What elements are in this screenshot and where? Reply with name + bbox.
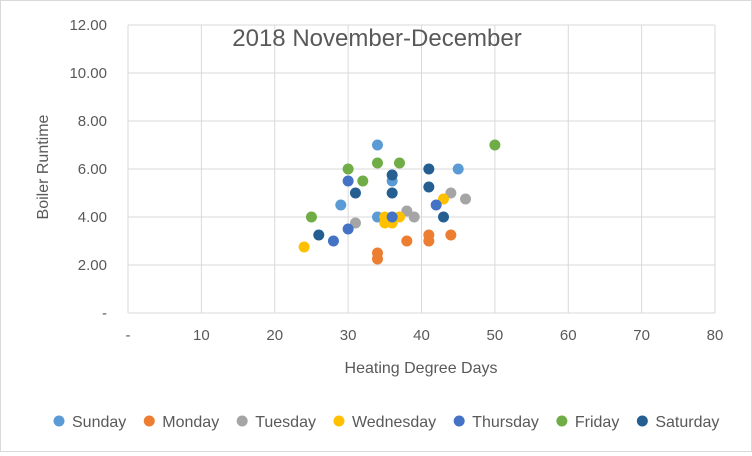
y-tick-label: 8.00	[78, 113, 107, 130]
data-point-friday	[357, 175, 369, 187]
x-tick-label: 30	[340, 327, 357, 344]
chart-title: 2018 November-December	[232, 25, 521, 52]
tick-labels: - 2.00 4.00 6.00 8.00 10.00 12.00 - 10 20 30 40 50 60…	[69, 17, 723, 344]
data-points	[298, 139, 501, 265]
data-point-monday	[445, 229, 457, 241]
data-point-tuesday	[445, 187, 457, 199]
data-point-monday	[423, 235, 435, 247]
gridlines	[127, 24, 716, 314]
x-tick-label: 80	[707, 327, 724, 344]
data-point-tuesday	[408, 211, 420, 223]
data-point-tuesday	[460, 193, 472, 205]
data-point-sunday	[335, 199, 347, 211]
y-axis-title: Boiler Runtime	[35, 114, 52, 219]
data-point-friday	[371, 157, 383, 169]
x-tick-label: 20	[266, 327, 283, 344]
y-tick-label: 4.00	[78, 209, 107, 226]
data-point-monday	[401, 235, 413, 247]
data-point-tuesday	[401, 205, 413, 217]
legend-marker-sunday	[53, 415, 65, 427]
data-point-saturday	[386, 187, 398, 199]
data-point-friday	[393, 157, 405, 169]
x-tick-label: -	[126, 327, 131, 344]
data-point-saturday	[423, 163, 435, 175]
data-point-thursday	[386, 211, 398, 223]
legend-marker-friday	[556, 415, 568, 427]
data-point-thursday	[342, 223, 354, 235]
legend-label-sunday: Sunday	[72, 414, 126, 431]
x-tick-label: 40	[413, 327, 430, 344]
data-point-thursday	[430, 199, 442, 211]
data-point-thursday	[327, 235, 339, 247]
legend: Sunday Monday Tuesday Wednesday Thursday Frid…	[53, 414, 719, 431]
data-point-friday	[342, 163, 354, 175]
legend-marker-thursday	[453, 415, 465, 427]
data-point-saturday	[386, 169, 398, 181]
data-point-monday	[371, 253, 383, 265]
data-point-sunday	[452, 163, 464, 175]
legend-label-tuesday: Tuesday	[255, 414, 316, 431]
data-point-thursday	[342, 175, 354, 187]
data-point-wednesday	[438, 193, 450, 205]
legend-label-friday: Friday	[575, 414, 619, 431]
data-point-sunday	[371, 139, 383, 151]
x-tick-label: 50	[487, 327, 504, 344]
data-point-friday	[305, 211, 317, 223]
legend-marker-wednesday	[333, 415, 345, 427]
x-tick-label: 60	[560, 327, 577, 344]
data-point-saturday	[349, 187, 361, 199]
legend-label-thursday: Thursday	[472, 414, 539, 431]
data-point-saturday	[438, 211, 450, 223]
legend-marker-monday	[143, 415, 155, 427]
legend-label-saturday: Saturday	[655, 414, 719, 431]
y-tick-label: -	[102, 305, 107, 322]
x-tick-label: 70	[633, 327, 650, 344]
legend-marker-saturday	[636, 415, 648, 427]
data-point-saturday	[313, 229, 325, 241]
data-point-friday	[489, 139, 501, 151]
y-tick-label: 12.00	[69, 17, 107, 34]
legend-label-wednesday: Wednesday	[352, 414, 436, 431]
x-axis-title: Heating Degree Days	[345, 360, 498, 377]
data-point-saturday	[423, 181, 435, 193]
data-point-wednesday	[298, 241, 310, 253]
y-tick-label: 6.00	[78, 161, 107, 178]
legend-marker-tuesday	[236, 415, 248, 427]
legend-label-monday: Monday	[162, 414, 219, 431]
data-point-tuesday	[349, 217, 361, 229]
x-tick-label: 10	[193, 327, 210, 344]
y-tick-label: 2.00	[78, 257, 107, 274]
y-tick-label: 10.00	[69, 65, 107, 82]
